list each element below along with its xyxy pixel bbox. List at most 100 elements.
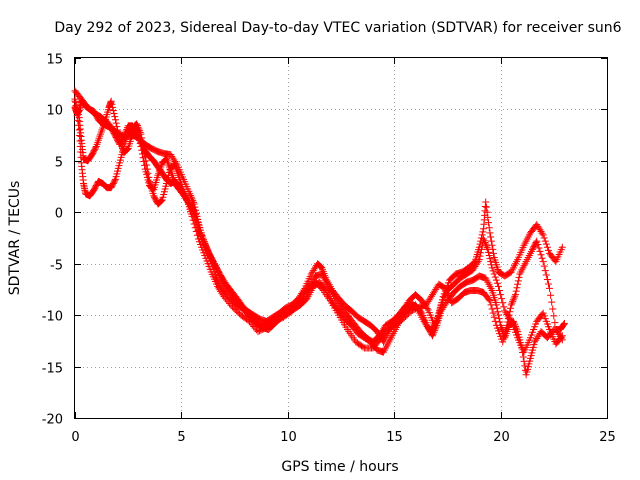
data-point <box>479 228 487 236</box>
data-point <box>541 237 549 245</box>
data-point <box>486 297 494 305</box>
data-point <box>540 234 548 242</box>
data-point <box>477 245 485 253</box>
data-point <box>200 237 208 245</box>
data-point <box>491 317 499 325</box>
data-point <box>482 242 490 250</box>
y-tick-label: 15 <box>46 53 63 68</box>
data-point <box>485 248 493 256</box>
data-point <box>546 284 554 292</box>
data-point <box>485 295 493 303</box>
data-point <box>490 313 498 321</box>
data-point <box>202 243 210 251</box>
data-point <box>560 320 568 328</box>
data-point <box>496 318 504 326</box>
data-point <box>508 299 516 307</box>
data-point <box>558 332 566 340</box>
data-point <box>92 144 100 152</box>
data-point <box>189 204 197 212</box>
data-point <box>519 353 527 361</box>
data-point <box>490 270 498 278</box>
data-point <box>487 301 495 309</box>
data-point <box>494 311 502 319</box>
data-point <box>108 100 116 108</box>
data-point <box>107 97 115 105</box>
data-point <box>540 262 548 270</box>
data-point <box>512 324 520 332</box>
data-point <box>503 321 511 329</box>
data-point <box>484 245 492 253</box>
data-point <box>220 293 228 301</box>
data-point <box>507 301 515 309</box>
data-point <box>550 312 558 320</box>
data-point <box>221 294 229 302</box>
chart-title: Day 292 of 2023, Sidereal Day-to-day VTE… <box>54 20 621 36</box>
data-point <box>499 299 507 307</box>
axis-ticks: 0 5 10 15 20 25 15 10 5 0 -5 -10 -15 -20 <box>42 53 616 446</box>
data-point <box>511 291 519 299</box>
data-point <box>507 304 515 312</box>
y-tick-label: 0 <box>55 207 63 222</box>
data-point <box>483 244 491 252</box>
data-point <box>204 246 212 254</box>
data-point <box>71 97 79 105</box>
data-point <box>209 256 217 264</box>
data-point <box>487 237 495 245</box>
data-point <box>109 106 117 114</box>
data-point <box>551 319 559 327</box>
data-point <box>494 308 502 316</box>
data-point <box>224 298 232 306</box>
data-point <box>487 261 495 269</box>
data-point <box>534 241 542 249</box>
data-point <box>485 219 493 227</box>
data-point <box>488 241 496 249</box>
data-point <box>112 119 120 127</box>
data-point <box>506 316 514 324</box>
data-point <box>483 208 491 216</box>
x-tick-label: 20 <box>493 430 510 445</box>
data-point <box>482 198 490 206</box>
data-point <box>535 244 543 252</box>
data-point <box>482 240 490 248</box>
data-point <box>111 116 119 124</box>
data-point <box>509 297 517 305</box>
x-tick-label: 10 <box>280 430 297 445</box>
data-point <box>498 295 506 303</box>
data-point <box>480 235 488 243</box>
data-point <box>197 229 205 237</box>
data-point <box>202 241 210 249</box>
data-point <box>484 213 492 221</box>
y-tick-label: -5 <box>50 259 63 274</box>
data-point <box>488 264 496 272</box>
data-point <box>114 126 122 134</box>
data-point <box>188 202 196 210</box>
data-point <box>120 132 128 140</box>
data-point <box>494 282 502 290</box>
data-point <box>226 299 234 307</box>
data-point <box>198 232 206 240</box>
data-point <box>475 256 483 264</box>
data-point <box>547 291 555 299</box>
data-point <box>190 207 198 215</box>
data-point <box>486 255 494 263</box>
data-point <box>512 287 520 295</box>
y-axis-label: SDTVAR / TECUs <box>7 181 23 296</box>
data-point <box>485 224 493 232</box>
data-point <box>542 240 550 248</box>
data-point <box>497 291 505 299</box>
data-point <box>476 252 484 260</box>
data-point <box>123 146 131 154</box>
data-point <box>109 103 117 111</box>
data-point <box>536 247 544 255</box>
data-point <box>133 120 141 128</box>
data-point <box>539 231 547 239</box>
data-point <box>197 231 205 239</box>
data-point <box>189 206 197 214</box>
data-point <box>482 203 490 211</box>
x-tick-label: 15 <box>386 430 403 445</box>
data-point <box>158 197 166 205</box>
data-point <box>493 304 501 312</box>
data-point <box>548 298 556 306</box>
data-point <box>189 216 197 224</box>
data-point <box>474 257 482 265</box>
